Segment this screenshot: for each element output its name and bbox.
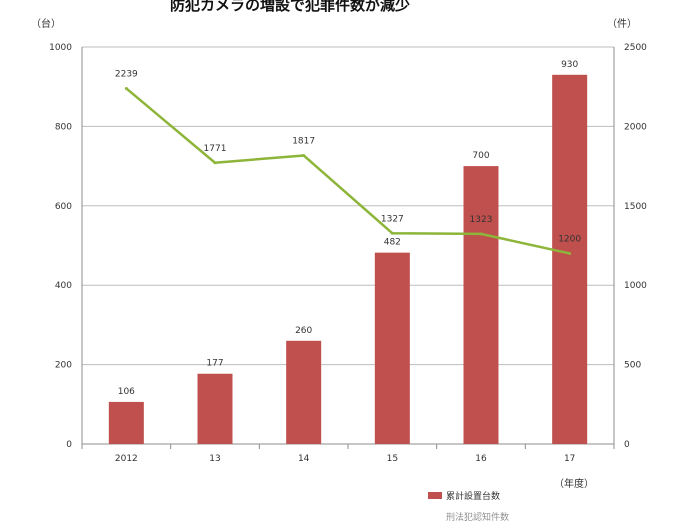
y-right-tick-label: 500: [624, 361, 641, 371]
x-tick-label: 16: [475, 454, 487, 464]
y-right-tick-label: 1000: [624, 281, 647, 291]
x-axis-unit: （年度）: [554, 477, 594, 490]
line-point: [390, 231, 394, 235]
legend-label-line: 刑法犯認知件数: [446, 511, 509, 522]
x-tick-label: 2012: [115, 454, 138, 464]
bar: [108, 401, 144, 444]
legend: 累計設置台数 刑法犯認知件数: [428, 490, 509, 523]
y-left-tick-label: 200: [55, 361, 72, 371]
x-tick-label: 17: [564, 454, 575, 464]
bar-series: [108, 74, 588, 444]
line-point: [568, 251, 572, 255]
line-point: [213, 161, 217, 165]
bar-data-label: 930: [561, 60, 578, 70]
bar: [463, 166, 499, 444]
bar-data-label: 106: [118, 387, 135, 397]
bar: [552, 74, 588, 444]
line-data-label: 1200: [558, 234, 581, 244]
right-axis-unit: （件）: [607, 18, 637, 30]
bar: [286, 340, 322, 444]
y-left-tick-label: 1000: [49, 43, 72, 53]
line-point: [302, 153, 306, 157]
line-data-label: 1327: [381, 214, 404, 224]
left-axis-unit: （台）: [31, 17, 61, 30]
bar-data-label: 177: [206, 359, 223, 369]
y-right-tick-label: 0: [624, 440, 630, 450]
line-series: [124, 86, 572, 255]
line-data-label: 1323: [470, 215, 493, 225]
line-path: [125, 87, 570, 255]
line-data-label: 1771: [204, 144, 227, 154]
bar-data-label: 260: [295, 326, 312, 336]
axis-layer: 0 200 400 600 800 1000 0 500 1000 1500 2000 2500 201…: [49, 43, 647, 464]
y-left-tick-label: 400: [55, 281, 72, 291]
data-labels: 106 177 260 482 700 930 2239 1771 1817 1327 1323 12…: [115, 60, 582, 397]
line-point: [124, 86, 128, 90]
y-right-tick-label: 2000: [624, 122, 647, 132]
x-tick-label: 15: [387, 454, 398, 464]
legend-swatch-bar: [428, 492, 442, 499]
x-tick-label: 13: [209, 454, 220, 464]
line-data-label: 1817: [292, 136, 315, 146]
line-data-label: 2239: [115, 69, 138, 79]
y-right-tick-label: 1500: [624, 202, 647, 212]
y-left-tick-label: 800: [55, 122, 72, 132]
line-point: [479, 232, 483, 236]
grid-layer: [82, 46, 614, 366]
legend-label-bar: 累計設置台数: [446, 490, 500, 502]
y-left-tick-label: 600: [55, 202, 72, 212]
x-tick-label: 14: [298, 454, 310, 464]
bar: [197, 373, 233, 444]
bar-data-label: 482: [384, 238, 401, 248]
y-left-tick-label: 0: [66, 440, 72, 450]
chart-title: 防犯カメラの増設で犯罪件数が減少: [170, 0, 410, 14]
bar: [374, 252, 410, 444]
bar-data-label: 700: [472, 151, 489, 161]
y-right-tick-label: 2500: [624, 43, 647, 53]
